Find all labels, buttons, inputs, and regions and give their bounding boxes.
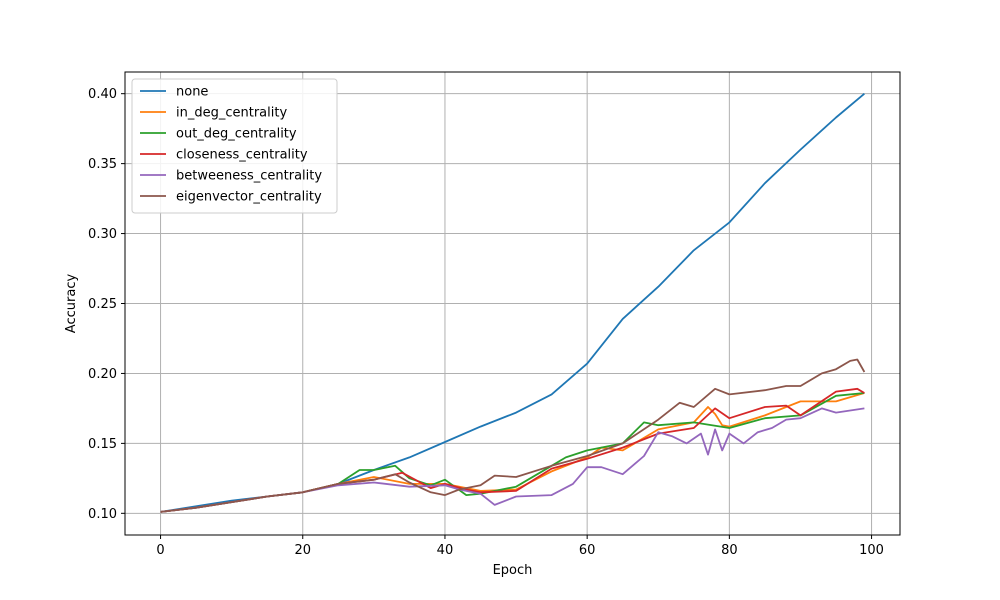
y-axis-ticks: 0.10 0.15 0.20 0.25 0.30 0.35 0.40	[88, 87, 125, 522]
y-tick-label: 0.35	[88, 157, 117, 172]
x-tick-label: 40	[437, 543, 454, 558]
x-tick-label: 60	[579, 543, 596, 558]
x-tick-label: 100	[859, 543, 884, 558]
legend: none in_deg_centrality out_deg_centralityc…	[131, 78, 338, 214]
legend-label: in_deg_centrality	[176, 106, 287, 121]
y-axis-label: Accuracy	[64, 274, 79, 334]
series-line-eigenvector-centrality	[160, 358, 866, 513]
legend-box	[131, 78, 338, 214]
y-tick-label: 0.20	[88, 367, 117, 382]
x-axis-ticks: 0 20 40 60 80 100	[156, 535, 884, 558]
y-tick-label: 0.40	[88, 87, 117, 102]
legend-label: betweeness_centrality	[176, 169, 322, 184]
grid	[125, 72, 900, 535]
x-axis-label: Epoch	[493, 563, 533, 578]
series-line-betweeness-centrality	[160, 407, 865, 513]
x-tick-label: 20	[294, 543, 311, 558]
x-tick-label: 80	[721, 543, 738, 558]
y-tick-label: 0.25	[88, 297, 117, 312]
y-tick-label: 0.30	[88, 227, 117, 242]
y-tick-label: 0.10	[88, 507, 117, 522]
x-tick-label: 0	[156, 543, 164, 558]
legend-label: closeness_centrality	[176, 148, 308, 163]
legend-label: none	[176, 85, 208, 100]
series-lines	[160, 93, 866, 513]
y-tick-label: 0.15	[88, 437, 117, 452]
legend-label: out_deg_centrality	[176, 127, 297, 142]
legend-label: eigenvector_centrality	[176, 190, 322, 205]
